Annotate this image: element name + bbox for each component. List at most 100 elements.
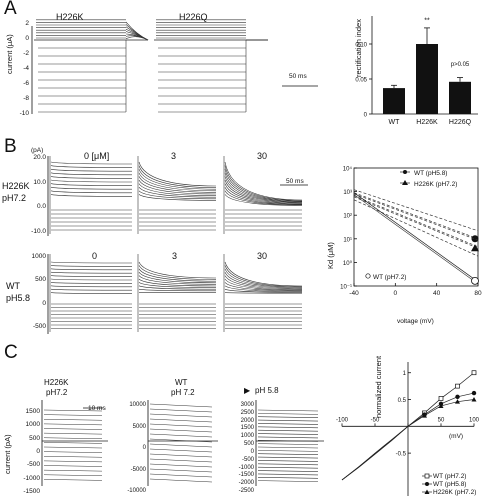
panel-b-row2-conc-0: 0	[92, 251, 98, 261]
iv-point-wt72	[471, 370, 477, 376]
panel-b-row2-ytick-tick-0: 1000	[31, 253, 46, 260]
panel-b-row2-trace	[224, 292, 303, 294]
panel-a-title-h226k: H226K	[56, 12, 84, 22]
panel-b-row1-trace	[50, 168, 133, 172]
iv-point-h226k	[438, 403, 444, 408]
bar-h226k	[416, 44, 438, 114]
kd-xtick-label: 80	[474, 290, 482, 297]
panel-c-trace-1	[149, 458, 213, 463]
panel-b-row2-trace	[50, 265, 133, 267]
panel-a-ytick-tick-3: -4	[23, 65, 29, 72]
panel-c-trace-2	[257, 476, 319, 479]
panel-b-row1-trace	[50, 176, 133, 179]
panel-c-col3-ytick-tick-8: -1000	[238, 464, 254, 471]
panel-b-row1-trace	[138, 161, 217, 187]
panel-b-row1-trace	[224, 176, 303, 203]
panel-letter-a: A	[4, 0, 17, 19]
panel-b-row1-ytick-tick-1: 10.0	[33, 178, 46, 186]
iv-ytick-label: 1	[403, 371, 407, 377]
kd-legend-1: WT (pH5.8)	[414, 170, 448, 177]
panel-c-trace-1	[149, 403, 213, 408]
panel-b-row1-conc-30: 30	[257, 151, 268, 161]
panel-b-row2-trace	[50, 271, 133, 274]
panel-c-trace-0	[43, 432, 103, 435]
panel-c-trace-0	[43, 451, 103, 453]
panel-c-col1-label-2: pH7.2	[46, 388, 68, 397]
panel-b-row2-trace	[50, 268, 133, 271]
panel-c-trace-0	[43, 418, 103, 421]
panel-c-col3-ytick-tick-5: 500	[243, 441, 254, 448]
panel-b-unit: (pA)	[31, 147, 44, 154]
panel-c-col3-arrow-icon: ▶	[244, 386, 251, 395]
kd-xtick-label: 0	[394, 290, 398, 297]
panel-b-row2-trace	[138, 282, 217, 288]
panel-b-row1-trace	[50, 172, 133, 176]
iv-point-wt72	[455, 383, 460, 389]
panel-b-row1-trace	[138, 190, 217, 200]
panel-c-col2-ytick-tick-4: -10000	[127, 488, 146, 494]
iv-point-h226k	[455, 399, 460, 404]
kd-series-envelope	[353, 194, 479, 285]
panel-a-tail	[125, 35, 149, 41]
kd-marker-wt72	[471, 276, 479, 285]
panel-c-trace-2	[257, 423, 319, 425]
panel-c-col3-ytick-tick-2: 2000	[240, 417, 254, 424]
panel-c-trace-0	[43, 437, 103, 440]
bar-category-label: WT	[389, 119, 401, 126]
iv-legend-3: H226K (pH7.2)	[433, 489, 477, 496]
kd-ytick-label: 10¹	[343, 237, 352, 243]
panel-b-row1-trace	[138, 183, 217, 196]
panel-c-trace-1	[149, 418, 213, 423]
panel-b-row2-trace	[224, 265, 303, 288]
panel-c-trace-2	[257, 453, 319, 456]
kd-legend-3: WT (pH7.2)	[373, 274, 407, 281]
panel-c-trace-1	[149, 478, 213, 483]
panel-c-trace-2	[257, 460, 319, 462]
iv-legend-2: WT (pH5.8)	[433, 481, 467, 488]
panel-b-row2-trace	[50, 285, 133, 288]
panel-b-row1-trace	[50, 183, 133, 186]
panel-b-row1-trace	[138, 176, 217, 193]
panel-c-trace-2	[257, 419, 319, 422]
panel-b-row1-trace	[50, 161, 133, 165]
bar-h226q	[449, 81, 471, 114]
panel-c-col1-ytick-tick-1: 1000	[25, 421, 40, 429]
panel-a-ytick-tick-0: 2	[25, 20, 29, 27]
iv-legend-marker-0	[424, 473, 430, 479]
panel-b-row2-trace	[50, 288, 133, 291]
kd-marker-wt58	[471, 235, 479, 243]
panel-c-col3-ytick-tick-0: 3000	[240, 402, 254, 408]
panel-c-col1-ytick-tick-5: -1000	[23, 474, 40, 482]
panel-b-row1-trace	[138, 172, 217, 192]
panel-c-col3-ytick-tick-4: 1000	[240, 433, 254, 440]
panel-b-row1-trace	[224, 161, 303, 201]
panel-c-trace-1	[149, 463, 213, 468]
panel-c-trace-2	[257, 433, 319, 435]
panel-b-row1-trace	[224, 179, 303, 204]
panel-a-ytick-tick-1: 0	[25, 35, 29, 42]
panel-a-traces	[31, 19, 318, 114]
iv-xtick-label: -100	[336, 417, 349, 423]
panel-b-row1-ytick-tick-0: 20.0	[33, 154, 46, 161]
panel-c-col1-ytick-tick-0: 1500	[25, 408, 40, 415]
panel-b-row2-label-1: WT	[6, 281, 20, 291]
panel-b-row1-trace	[50, 179, 133, 183]
panel-c-col1-label-1: H226K	[44, 378, 69, 387]
panel-a-ytick-tick-2: -2	[23, 50, 29, 57]
panel-b-row1-trace	[138, 165, 217, 188]
bar-chart-ytick-label: 0.05	[355, 78, 367, 84]
panel-b-row1-trace	[50, 186, 133, 190]
panel-c-col1-ytick-tick-6: -1500	[23, 488, 40, 495]
panel-b-row1-ytick-tick-3: -10.0	[31, 228, 46, 235]
panel-a-tail	[125, 36, 149, 41]
panel-c-col2-ytick-tick-3: -5000	[130, 466, 146, 473]
panel-c-trace-1	[149, 473, 213, 478]
panel-c-trace-0	[43, 442, 103, 444]
panel-b-row2-trace	[224, 275, 303, 290]
panel-b-row2-conc-30: 30	[257, 251, 268, 261]
panel-c-col3-ytick-tick-10: -2000	[238, 480, 254, 487]
panel-b-row2-trace	[50, 261, 133, 264]
panel-b-row1-trace	[224, 172, 303, 203]
panel-c-trace-0	[43, 428, 103, 430]
bar-category-label: H226Q	[449, 119, 472, 126]
